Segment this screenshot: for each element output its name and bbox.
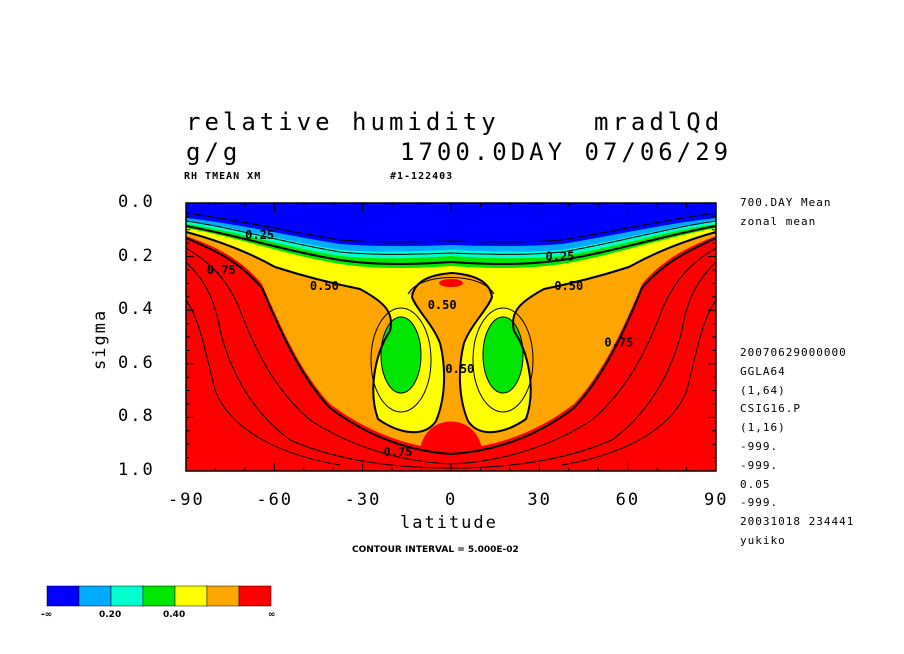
contour-label: 0.75 — [604, 335, 633, 349]
colorbar-label: 0.40 — [163, 610, 186, 620]
red-surface-equator — [420, 421, 482, 450]
meta-line: CSIG16.P — [740, 402, 801, 416]
red-core — [439, 279, 463, 287]
meta-line: -999. — [740, 458, 779, 472]
y-tick-label: 0.8 — [118, 406, 155, 427]
frame-id: #1-122403 — [390, 171, 454, 182]
x-axis-label: latitude — [400, 513, 498, 533]
contour-labels: 0.25 0.25 0.75 0.50 0.50 0.50 0.75 0.50 0.75 — [207, 228, 633, 459]
x-tick-label: -30 — [344, 490, 382, 510]
units-label: g/g — [186, 138, 242, 166]
meta-line: yukiko — [740, 534, 786, 547]
y-tick-label: 0.2 — [118, 245, 155, 266]
colorbar-swatch — [142, 585, 176, 607]
colorbar-swatch — [78, 585, 112, 607]
variable-name: RH TMEAN XM — [184, 171, 262, 182]
meta-line: 20031018 234441 — [740, 515, 855, 529]
meta-line: -999. — [740, 496, 779, 510]
fill-yellow — [186, 220, 716, 432]
green-cell-south — [381, 317, 421, 393]
x-tick-label: 60 — [615, 490, 641, 510]
x-tick-label: 90 — [704, 490, 729, 510]
contour-label: 0.50 — [428, 298, 457, 312]
y-tick-label: 0.0 — [118, 192, 155, 212]
meta-line: (1,64) — [740, 383, 786, 397]
green-cell-north — [483, 317, 523, 393]
contour-label: 0.75 — [384, 445, 413, 459]
meta-line: -999. — [740, 440, 779, 453]
meta-line: GGLA64 — [740, 364, 786, 378]
mean-info: 700.DAY Mean — [740, 196, 832, 209]
colorbar-label: 0.20 — [99, 610, 122, 620]
x-tick-label: -60 — [256, 490, 294, 510]
contour-interval: CONTOUR INTERVAL = 5.000E-02 — [352, 545, 519, 555]
meta-line: 0.05 — [740, 477, 771, 491]
colorbar-label: ∞ — [268, 610, 276, 620]
y-tick-label: 0.6 — [118, 352, 155, 373]
contour-label: 0.25 — [245, 228, 274, 242]
contour-label: 0.75 — [207, 263, 236, 277]
x-tick-label: -90 — [168, 490, 205, 510]
colorbar-swatch — [174, 585, 208, 607]
zonal-info: zonal mean — [740, 215, 817, 228]
time-label: 1700.0DAY 07/06/29 — [400, 138, 733, 166]
contour-label: 0.50 — [554, 279, 583, 293]
colorbar-swatch — [110, 585, 144, 607]
colorbar-label: -∞ — [41, 610, 53, 620]
meta-line: 20070629000000 — [740, 346, 847, 359]
y-tick-label: 0.4 — [118, 299, 155, 320]
x-tick-label: 30 — [527, 490, 552, 510]
fill-orange-cap — [408, 277, 494, 299]
contour-label: 0.50 — [445, 362, 474, 376]
colorbar-swatch — [238, 585, 272, 607]
contour-label: 0.25 — [545, 250, 574, 264]
plot-title: relative humidity — [186, 108, 500, 136]
colorbar-swatch — [206, 585, 240, 607]
contour-label: 0.50 — [310, 279, 339, 293]
run-id: mradlQd — [594, 108, 724, 136]
y-tick-label: 1.0 — [118, 460, 155, 480]
axis-ticks — [185, 202, 717, 472]
meta-line: (1,16) — [740, 421, 786, 435]
colorbar-swatch — [46, 585, 80, 607]
x-tick-label: 0 — [445, 490, 458, 510]
fill-blue — [186, 203, 716, 246]
